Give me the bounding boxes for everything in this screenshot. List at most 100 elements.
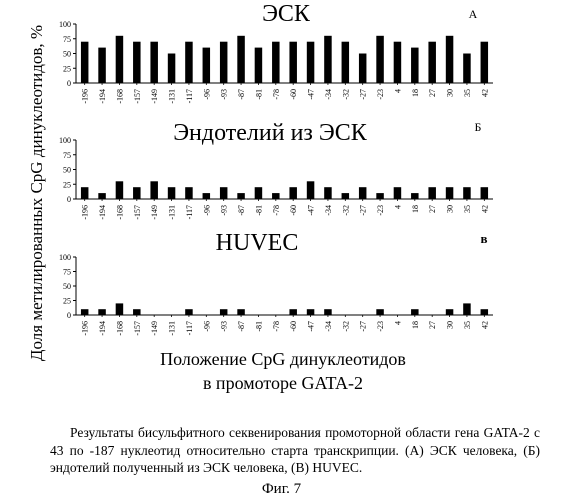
bar [289,309,297,315]
x-tick-label: -117 [185,321,194,335]
y-tick-label: 75 [63,35,71,44]
x-tick-label: 4 [393,89,402,93]
x-tick-label: -78 [272,89,281,100]
y-axis-label: Доля метилированных CpG динуклеотидов, % [27,25,46,361]
x-tick-label: -32 [341,205,350,216]
x-tick-label: -168 [115,89,124,104]
bar [272,193,280,199]
x-tick-label: -157 [133,321,142,336]
methylation-figure: Доля метилированных CpG динуклеотидов, %… [0,0,563,400]
bar [98,48,106,83]
bar [220,309,228,315]
bar [359,187,367,199]
x-tick-label: -78 [272,205,281,216]
bar [220,187,228,199]
bar [394,187,402,199]
bar [98,193,106,199]
y-tick-label: 25 [63,297,71,306]
panel-letter: А [469,7,478,21]
bar [428,187,436,199]
x-tick-label: -87 [237,321,246,332]
x-tick-label: -47 [307,89,316,100]
x-tick-label: -117 [185,89,194,103]
panel-title: ЭСК [262,1,311,27]
x-tick-label: 30 [446,89,455,97]
bar [307,42,315,83]
figure-caption: Результаты бисульфитного секвенирования … [50,424,540,477]
x-tick-label: -23 [376,321,385,332]
x-tick-label: -96 [202,205,211,216]
x-tick-label: 18 [411,321,420,329]
y-tick-label: 100 [59,136,71,145]
x-tick-label: -96 [202,321,211,332]
x-tick-label: -131 [168,89,177,104]
x-tick-label: -196 [81,321,90,336]
panel-letter: Б [475,120,482,134]
x-tick-label: -168 [115,205,124,220]
x-tick-label: 30 [446,205,455,213]
bar [376,36,384,83]
bar [359,54,367,84]
x-tick-label: -78 [272,321,281,332]
bar [116,36,124,83]
bar [237,193,245,199]
bar [98,309,106,315]
bar [185,309,193,315]
x-tick-label: -131 [168,205,177,220]
bar [463,303,471,315]
bar [307,181,315,199]
y-tick-label: 100 [59,253,71,262]
x-tick-label: -34 [324,321,333,332]
y-tick-label: 50 [63,282,71,291]
x-tick-label: -87 [237,205,246,216]
bar [376,309,384,315]
x-tick-label: -149 [150,89,159,104]
x-tick-label: -81 [254,321,263,332]
bar [237,36,245,83]
x-tick-label: 27 [428,205,437,213]
bar [481,309,489,315]
y-tick-label: 75 [63,268,71,277]
y-tick-label: 50 [63,50,71,59]
x-tick-label: 18 [411,205,420,213]
bar [203,193,211,199]
panel-title: HUVEC [216,230,299,256]
x-tick-label: -93 [220,89,229,100]
x-tick-label: -60 [289,89,298,100]
x-axis-label-line1: Положение CpG динуклеотидов [160,349,406,369]
bar [133,187,141,199]
y-tick-label: 25 [63,180,71,189]
bar [342,193,350,199]
bar [185,42,193,83]
x-tick-label: -60 [289,205,298,216]
y-tick-label: 0 [67,311,71,320]
bar [237,309,245,315]
x-tick-label: -157 [133,205,142,220]
x-tick-label: -34 [324,205,333,216]
panel-endothelium-from-esc: Эндотелий из ЭСК Б 0255075100-196-194-16… [59,120,493,220]
bar [116,303,124,315]
x-tick-label: -60 [289,321,298,332]
bar [150,42,158,83]
bar [81,42,89,83]
bar [150,181,158,199]
bar [446,309,454,315]
panel-esc: ЭСК А 0255075100-196-194-168-157-149-131… [59,1,493,104]
bar [203,48,211,83]
x-tick-label: -23 [376,205,385,216]
bar [324,36,332,83]
x-tick-label: -81 [254,205,263,216]
bar [168,187,176,199]
bar [324,309,332,315]
x-tick-label: 30 [446,321,455,329]
bar [255,187,263,199]
y-tick-label: 0 [67,195,71,204]
x-tick-label: -23 [376,89,385,100]
x-tick-label: -149 [150,321,159,336]
y-tick-label: 75 [63,151,71,160]
x-tick-label: -157 [133,89,142,104]
bar [81,309,89,315]
bar [481,42,489,83]
bar [376,193,384,199]
x-tick-label: -93 [220,321,229,332]
